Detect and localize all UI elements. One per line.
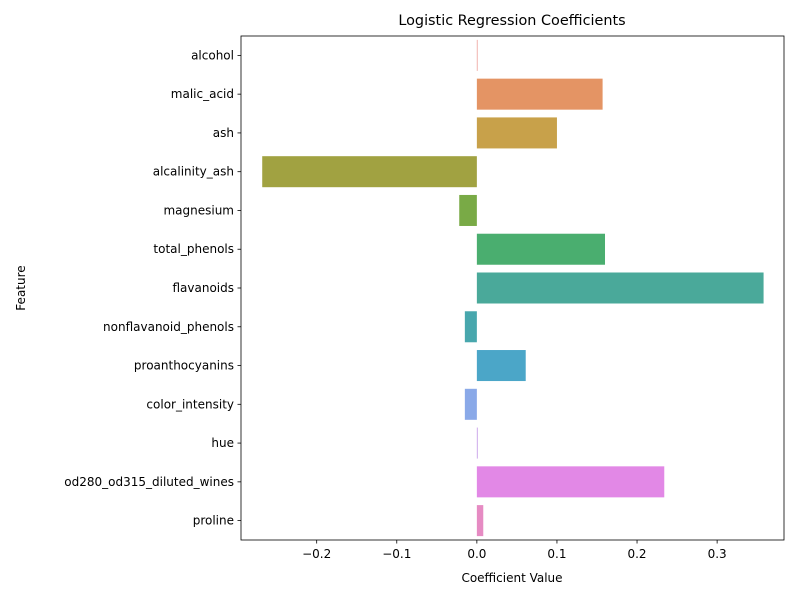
x-tick-label: 0.3	[708, 547, 727, 561]
bar-flavanoids	[476, 272, 764, 304]
bar-alcohol	[476, 39, 478, 71]
x-axis-label: Coefficient Value	[461, 571, 562, 585]
bar-total-phenols	[476, 233, 606, 265]
y-tick-label: ash	[213, 126, 234, 140]
x-tick-label: 0.0	[467, 547, 486, 561]
bar-hue	[476, 427, 478, 459]
plot-frame	[240, 35, 785, 541]
chart-title: Logistic Regression Coefficients	[398, 13, 625, 29]
bar-proline	[476, 505, 484, 537]
bar-od280-od315-diluted-wines	[476, 466, 665, 498]
y-tick-label: proline	[193, 514, 234, 528]
x-tick-label: −0.2	[302, 547, 331, 561]
y-tick-label: color_intensity	[146, 397, 234, 411]
bars-group	[262, 39, 764, 537]
bar-magnesium	[459, 194, 477, 226]
bar-proanthocyanins	[476, 350, 526, 382]
y-tick-label: nonflavanoid_phenols	[103, 320, 234, 334]
x-tick-label: −0.1	[382, 547, 411, 561]
bar-alcalinity-ash	[262, 156, 477, 188]
x-tick-label: 0.1	[547, 547, 566, 561]
y-tick-label: alcohol	[191, 48, 234, 62]
x-tick-label: 0.2	[627, 547, 646, 561]
bar-ash	[476, 117, 557, 149]
bar-nonflavanoid-phenols	[464, 311, 477, 343]
y-tick-label: flavanoids	[172, 281, 234, 295]
y-tick-label: magnesium	[163, 203, 234, 217]
y-tick-label: od280_od315_diluted_wines	[64, 475, 234, 489]
y-tick-label: alcalinity_ash	[153, 165, 234, 179]
x-axis-ticks: −0.2 −0.1 0.0 0.1 0.2 0.3	[302, 540, 727, 561]
bar-color-intensity	[464, 388, 477, 420]
y-tick-label: proanthocyanins	[134, 359, 234, 373]
y-axis-label: Feature	[14, 265, 28, 310]
y-tick-label: total_phenols	[153, 242, 234, 256]
y-tick-label: malic_acid	[171, 87, 234, 101]
y-tick-label: hue	[211, 436, 234, 450]
bar-malic-acid	[476, 78, 603, 110]
